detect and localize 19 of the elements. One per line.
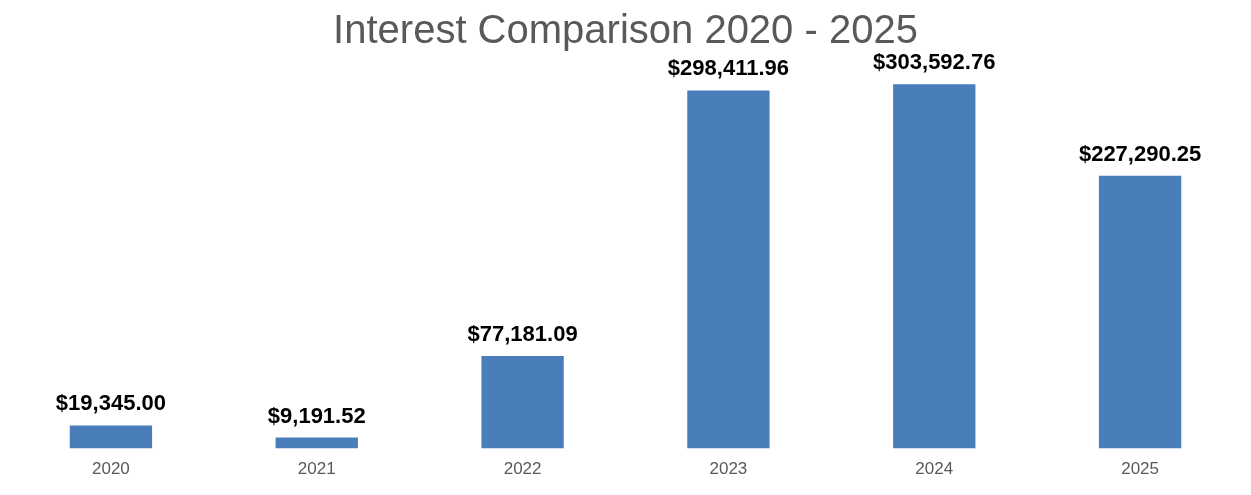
data-label: $77,181.09: [467, 321, 578, 347]
data-label: $298,411.96: [667, 55, 789, 81]
data-label: $303,592.76: [873, 49, 996, 75]
data-label: $9,191.52: [267, 402, 366, 428]
bar: [275, 437, 358, 449]
data-label: $227,290.25: [1078, 140, 1202, 166]
x-tick-label: 2022: [503, 459, 542, 479]
x-tick-label: 2024: [915, 459, 954, 479]
x-tick-label: 2020: [92, 459, 130, 479]
bar: [687, 90, 770, 449]
x-tick-label: 2023: [709, 459, 748, 479]
chart-title: Interest Comparison 2020 - 2025: [333, 7, 918, 52]
bar: [481, 355, 564, 449]
bar: [893, 84, 976, 449]
bar: [1098, 175, 1182, 449]
x-tick-label: 2021: [297, 459, 336, 479]
data-label: $19,345.00: [55, 390, 166, 416]
bar: [69, 425, 153, 449]
x-tick-label: 2025: [1121, 459, 1159, 479]
